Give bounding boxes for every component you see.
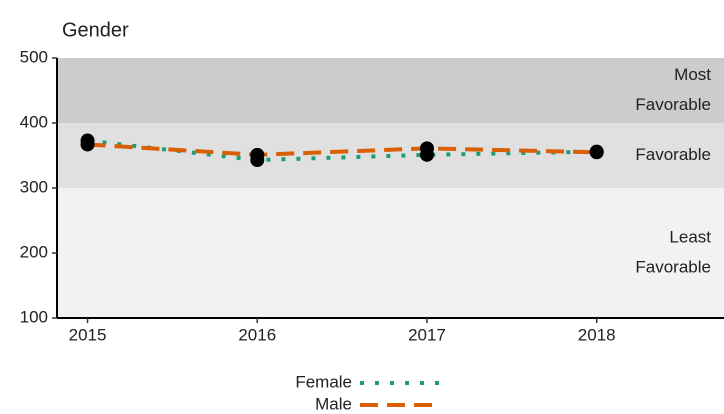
band bbox=[57, 188, 724, 318]
point bbox=[80, 137, 95, 152]
y-tick-label: 200 bbox=[20, 242, 48, 261]
band-label: Most bbox=[674, 65, 711, 84]
series-line bbox=[87, 138, 597, 163]
band-label: Favorable bbox=[635, 257, 711, 276]
band bbox=[57, 58, 724, 123]
y-tick-label: 300 bbox=[20, 177, 48, 196]
series-line bbox=[87, 142, 597, 157]
y-tick-label: 100 bbox=[20, 307, 48, 326]
point bbox=[419, 141, 434, 156]
chart-title: Gender bbox=[62, 19, 129, 41]
point bbox=[589, 145, 604, 160]
x-tick-label: 2016 bbox=[238, 325, 276, 344]
band-label: Favorable bbox=[635, 95, 711, 114]
band-label: Least bbox=[669, 227, 711, 246]
band-label: Favorable bbox=[635, 145, 711, 164]
x-tick-label: 2017 bbox=[408, 325, 446, 344]
point bbox=[250, 147, 265, 162]
y-tick-label: 500 bbox=[20, 47, 48, 66]
band bbox=[57, 123, 724, 188]
y-tick-label: 400 bbox=[20, 112, 48, 131]
legend-label: Male bbox=[315, 394, 352, 413]
x-tick-label: 2018 bbox=[578, 325, 616, 344]
legend-label: Female bbox=[295, 372, 352, 391]
x-tick-label: 2015 bbox=[69, 325, 107, 344]
